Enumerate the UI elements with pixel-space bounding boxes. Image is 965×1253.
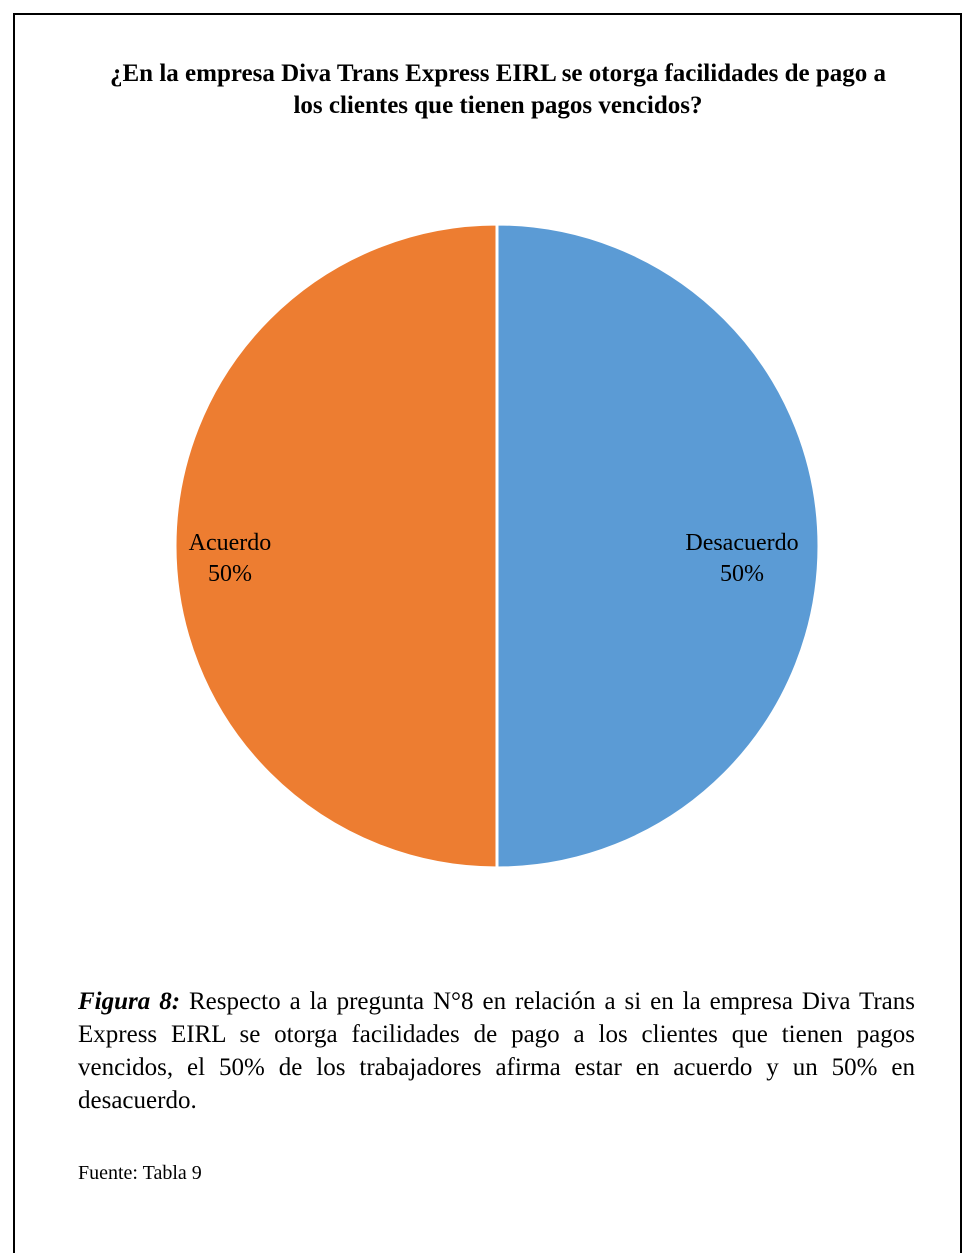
pie-slice-desacuerdo [495,222,821,870]
slice-label-desacuerdo: Desacuerdo [685,530,798,556]
chart-title: ¿En la empresa Diva Trans Express EIRL s… [110,60,886,119]
slice-value-acuerdo: 50% [208,561,252,587]
slice-value-desacuerdo: 50% [720,561,764,587]
figure-label: Figura 8: [78,988,181,1015]
source-note: Fuente: Tabla 9 [78,1162,202,1184]
pie-slice-acuerdo [173,222,499,870]
figure-frame [13,13,962,1253]
caption-text: Respecto a la pregunta N°8 en relación a… [78,988,916,1114]
slice-label-acuerdo: Acuerdo [189,530,272,556]
figure-caption: Figura 8: Respecto a la pregunta N°8 en … [78,985,915,1117]
